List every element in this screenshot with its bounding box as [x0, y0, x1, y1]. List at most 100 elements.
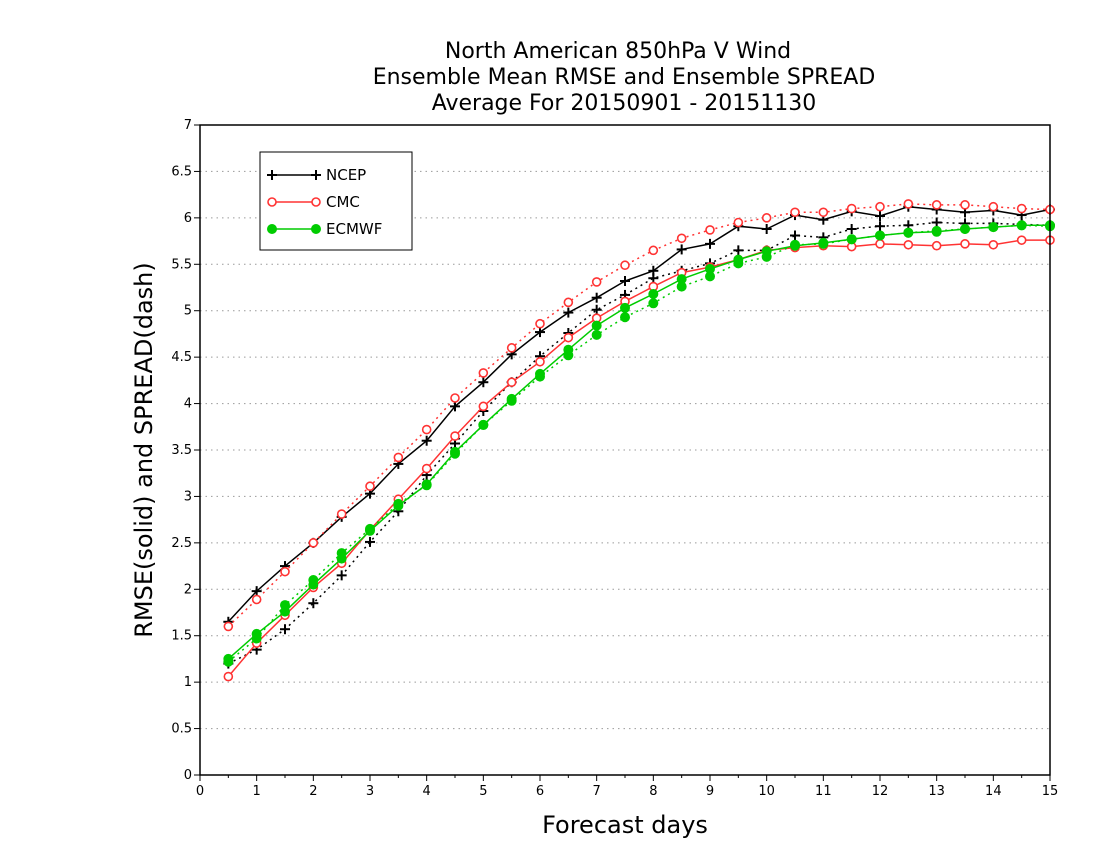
series-line-ncep-rmse: [227, 205, 1051, 623]
point-ecmwf-spread: [705, 271, 715, 282]
y-tick-label: 1: [184, 675, 192, 690]
x-tick-label: 0: [196, 784, 204, 799]
point-ncep-spread: [846, 224, 857, 234]
series-layer: [223, 199, 1055, 682]
point-ncep-rmse: [591, 292, 602, 303]
point-ecmwf-spread: [875, 230, 885, 241]
point-cmc-rmse: [563, 332, 574, 343]
chart-title-line-1: North American 850hPa V Wind: [445, 39, 791, 64]
point-ecmwf-spread: [506, 395, 517, 406]
point-ncep-rmse: [450, 401, 460, 412]
x-tick-label: 12: [872, 784, 889, 799]
legend-label-ncep: NCEP: [326, 166, 366, 184]
point-ncep-spread: [336, 570, 347, 581]
legend-item-ncep: NCEP: [267, 166, 366, 184]
point-ecmwf-spread: [988, 222, 999, 233]
y-tick-label: 0: [184, 768, 192, 783]
point-ecmwf-spread: [563, 350, 574, 361]
point-cmc-rmse: [506, 377, 517, 388]
point-cmc-spread: [988, 201, 999, 212]
x-tick-label: 7: [593, 784, 601, 799]
point-ncep-rmse: [478, 377, 489, 388]
x-axis: 0 1 2 3 4 5 6 7 8 9 10 11 12 13 14 15: [196, 775, 1058, 799]
series-line-ecmwf-rmse: [227, 224, 1050, 660]
point-cmc-spread: [280, 566, 290, 577]
point-cmc-rmse: [421, 463, 432, 474]
series-line-cmc-rmse: [227, 239, 1050, 678]
point-cmc-spread: [761, 213, 772, 223]
point-cmc-rmse: [1016, 235, 1027, 245]
point-ncep-spread: [365, 536, 375, 547]
point-ncep-rmse: [421, 435, 432, 446]
x-tick-label: 10: [758, 784, 775, 799]
x-tick-label: 14: [985, 784, 1002, 799]
x-tick-label: 8: [649, 784, 657, 799]
legend-marker-ecmwf: [267, 224, 277, 234]
point-ecmwf-rmse: [620, 302, 630, 313]
point-ncep-rmse: [875, 211, 885, 221]
y-tick-label: 1.5: [171, 629, 192, 644]
series-ncep-rmse: [223, 201, 1055, 627]
point-cmc-spread: [790, 207, 800, 218]
point-ecmwf-spread: [818, 238, 829, 249]
point-cmc-spread: [846, 203, 857, 214]
point-ecmwf-rmse: [591, 320, 602, 331]
point-ncep-spread: [790, 230, 800, 241]
point-cmc-rmse: [960, 239, 970, 249]
point-cmc-spread: [1016, 203, 1027, 214]
point-cmc-spread: [251, 594, 262, 605]
point-cmc-rmse: [478, 401, 489, 412]
legend-item-ecmwf: ECMWF: [267, 220, 382, 238]
series-line-cmc-spread: [227, 203, 1051, 627]
point-cmc-spread: [308, 538, 319, 548]
chart-title-line-3: Average For 20150901 - 20151130: [432, 91, 817, 116]
point-ncep-spread: [931, 217, 942, 228]
y-tick-label: 5: [184, 304, 192, 319]
point-ncep-rmse: [705, 238, 715, 249]
series-ecmwf-spread: [223, 220, 1055, 667]
point-ncep-rmse: [535, 327, 545, 338]
point-cmc-spread: [223, 621, 234, 632]
x-tick-label: 4: [423, 784, 431, 799]
point-cmc-spread: [365, 481, 375, 492]
x-axis-title: Forecast days: [542, 811, 708, 839]
point-ecmwf-spread: [308, 575, 319, 585]
point-ncep-spread: [875, 221, 885, 232]
gridlines: [200, 170, 1050, 730]
x-tick-label: 15: [1042, 784, 1059, 799]
y-tick-label: 5.5: [171, 257, 192, 272]
point-cmc-rmse: [223, 671, 234, 682]
point-ecmwf-spread: [790, 239, 800, 250]
point-ecmwf-spread: [393, 498, 404, 509]
y-axis: 0 0.5 1 1.5 2 2.5 3 3.5 4 4.5 5 5.5 6 6.5 7: [171, 118, 200, 783]
point-ecmwf-spread: [535, 371, 545, 382]
legend: NCEP CMC ECMWF: [259, 151, 413, 251]
point-cmc-spread: [648, 245, 659, 256]
point-cmc-rmse: [535, 356, 545, 367]
y-tick-label: 6.5: [171, 164, 192, 179]
legend-marker-ecmwf: [311, 224, 321, 234]
point-ecmwf-spread: [591, 329, 602, 340]
point-ecmwf-spread: [903, 227, 914, 238]
point-ecmwf-spread: [365, 523, 375, 534]
point-ecmwf-rmse: [648, 289, 659, 299]
legend-marker-ncep: [311, 170, 321, 180]
point-cmc-spread: [591, 277, 602, 287]
point-cmc-spread: [875, 201, 885, 212]
point-ecmwf-spread: [846, 234, 857, 245]
point-ncep-rmse: [563, 307, 574, 318]
x-tick-label: 13: [928, 784, 945, 799]
point-ncep-rmse: [676, 244, 687, 255]
x-tick-label: 5: [479, 784, 487, 799]
y-tick-label: 2.5: [171, 536, 192, 551]
point-cmc-rmse: [903, 239, 914, 250]
point-ncep-spread: [308, 598, 319, 609]
y-tick-label: 2: [184, 582, 192, 597]
x-tick-label: 11: [815, 784, 832, 799]
series-ncep-spread: [223, 217, 1055, 669]
series-cmc-spread: [223, 199, 1055, 632]
legend-marker-cmc: [267, 197, 277, 207]
point-ecmwf-spread: [336, 548, 347, 559]
point-ncep-rmse: [620, 276, 630, 286]
legend-item-cmc: CMC: [267, 193, 360, 211]
